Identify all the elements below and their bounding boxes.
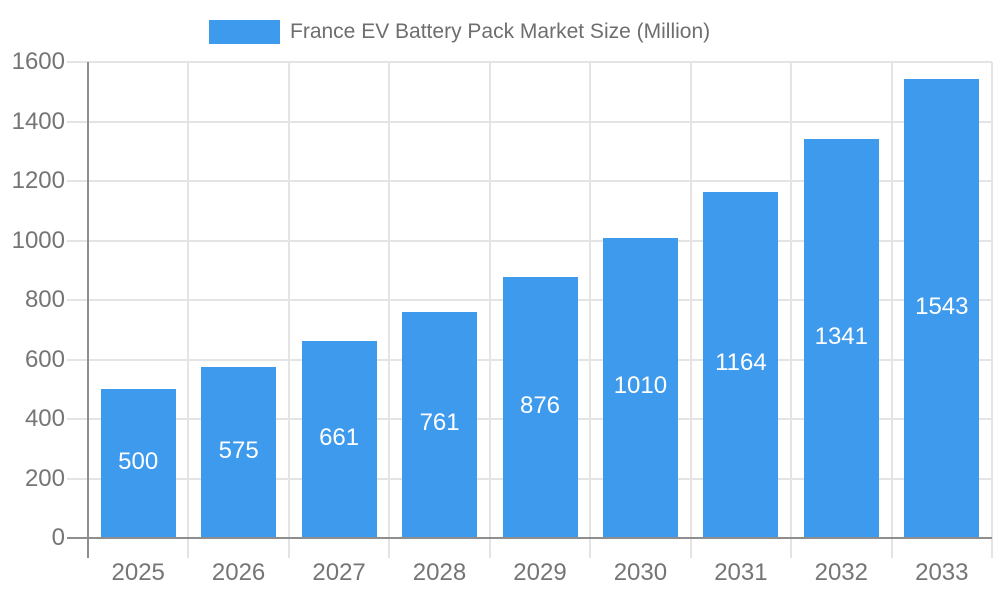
legend-swatch bbox=[209, 20, 280, 44]
bar-value-label: 1010 bbox=[613, 371, 668, 399]
y-tick-label: 1200 bbox=[11, 167, 65, 194]
legend-label: France EV Battery Pack Market Size (Mill… bbox=[290, 20, 711, 43]
y-tick-label: 800 bbox=[24, 286, 65, 313]
v-gridline bbox=[589, 62, 592, 558]
y-tick-label: 1000 bbox=[11, 226, 65, 254]
x-tick-label: 2027 bbox=[312, 559, 366, 586]
bar bbox=[100, 389, 176, 539]
bar bbox=[703, 191, 779, 538]
bar bbox=[904, 79, 980, 538]
y-axis-line bbox=[87, 62, 89, 558]
y-tick-label: 600 bbox=[24, 345, 65, 373]
x-tick-label: 2032 bbox=[814, 559, 868, 586]
x-axis-line bbox=[67, 537, 992, 539]
bar bbox=[402, 311, 478, 538]
v-gridline bbox=[890, 62, 893, 558]
bar bbox=[201, 366, 277, 538]
x-tick-label: 2029 bbox=[513, 559, 567, 586]
x-tick-label: 2028 bbox=[412, 559, 467, 586]
legend[interactable]: France EV Battery Pack Market Size (Mill… bbox=[209, 19, 710, 45]
h-gridline bbox=[67, 61, 992, 63]
v-gridline bbox=[388, 62, 391, 558]
h-gridline bbox=[67, 180, 992, 182]
bar-value-label: 1164 bbox=[715, 348, 767, 376]
h-gridline bbox=[67, 239, 992, 242]
bar-value-label: 876 bbox=[519, 391, 561, 419]
bar-value-label: 1341 bbox=[814, 322, 868, 350]
bar bbox=[602, 237, 678, 538]
bar-value-label: 761 bbox=[419, 408, 460, 436]
h-gridline bbox=[67, 120, 992, 123]
bar bbox=[803, 139, 879, 538]
y-tick-label: 200 bbox=[24, 464, 65, 492]
v-gridline bbox=[689, 62, 692, 558]
y-tick-label: 400 bbox=[24, 405, 65, 432]
bar bbox=[502, 277, 578, 538]
x-tick-label: 2031 bbox=[714, 559, 768, 586]
x-tick-label: 2025 bbox=[111, 559, 165, 586]
x-tick-label: 2030 bbox=[613, 559, 668, 586]
v-gridline bbox=[991, 62, 993, 558]
v-gridline bbox=[287, 62, 290, 558]
v-gridline bbox=[790, 62, 793, 558]
y-tick-label: 0 bbox=[51, 524, 65, 551]
bar-value-label: 661 bbox=[319, 423, 360, 451]
v-gridline bbox=[187, 62, 190, 558]
bar-value-label: 1543 bbox=[915, 292, 969, 320]
v-gridline bbox=[488, 62, 491, 558]
x-tick-label: 2033 bbox=[915, 559, 969, 586]
bar-value-label: 500 bbox=[118, 447, 159, 475]
x-tick-label: 2026 bbox=[211, 559, 266, 586]
bar-value-label: 575 bbox=[218, 436, 259, 464]
bar bbox=[301, 341, 377, 538]
y-tick-label: 1600 bbox=[11, 48, 65, 75]
y-tick-label: 1400 bbox=[11, 107, 65, 135]
